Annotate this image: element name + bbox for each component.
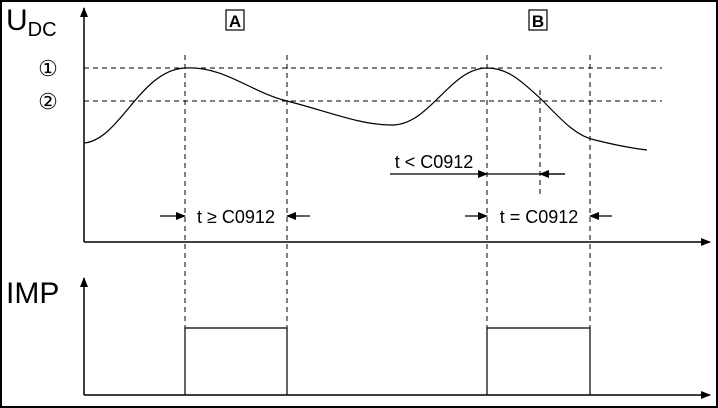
level-label: ①	[38, 56, 58, 81]
udc-label: UDC	[6, 4, 57, 41]
pulse	[184, 327, 288, 395]
box-label: A	[229, 12, 241, 31]
imp-label: IMP	[6, 277, 59, 310]
time-label: t ≥ C0912	[197, 207, 275, 227]
level-label: ②	[38, 89, 58, 114]
time-label: t = C0912	[500, 207, 579, 227]
box-label: B	[532, 12, 544, 31]
time-label: t < C0912	[395, 152, 474, 172]
box	[225, 9, 245, 31]
box	[528, 9, 548, 31]
pulse	[486, 327, 591, 395]
